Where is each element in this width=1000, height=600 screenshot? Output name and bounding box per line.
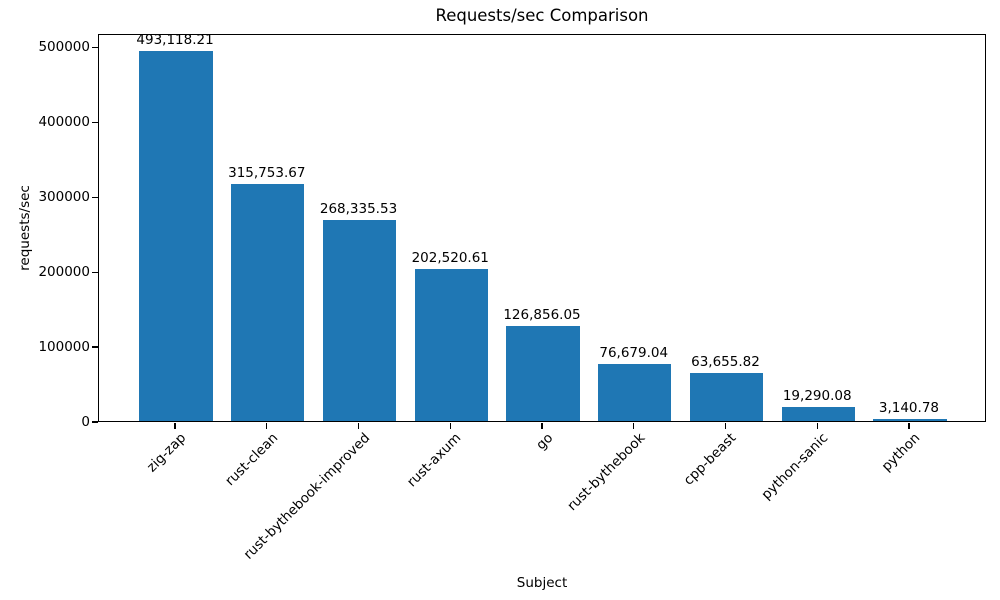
bar-value-label: 202,520.61: [411, 250, 489, 267]
y-axis-tick: [92, 196, 98, 198]
bar-value-label: 493,118.21: [136, 32, 214, 49]
bar-value-label: 63,655.82: [691, 354, 760, 371]
y-tick-label: 100000: [38, 338, 90, 355]
y-axis-tick: [92, 346, 98, 348]
y-axis-tick: [92, 271, 98, 273]
bar-value-label: 126,856.05: [503, 306, 581, 323]
x-axis-tick: [357, 423, 360, 429]
bar-value-label: 19,290.08: [782, 387, 852, 404]
x-axis-tick: [174, 423, 176, 429]
y-axis-tick: [92, 421, 98, 423]
bar-rust-clean: [231, 184, 305, 421]
y-tick-label: 400000: [38, 113, 90, 130]
x-axis-label: Subject: [516, 575, 568, 591]
bar-zig-zap: [139, 51, 213, 421]
x-axis-tick: [724, 423, 727, 429]
bar-rust-bythebook: [598, 363, 672, 421]
bar-python: [873, 418, 947, 421]
y-tick-label: 200000: [38, 263, 90, 280]
y-tick-label: 0: [81, 413, 90, 430]
bar-python-sanic: [781, 406, 855, 421]
bar-rust-axum: [414, 269, 488, 421]
x-axis-tick: [541, 423, 543, 429]
x-axis-tick: [816, 423, 818, 429]
bar-value-label: 268,335.53: [319, 200, 398, 217]
bar-go: [506, 325, 580, 421]
x-axis-tick: [266, 423, 268, 429]
bar-cpp-beast: [689, 373, 764, 421]
y-tick-label: 300000: [38, 188, 90, 205]
y-tick-label: 500000: [38, 38, 90, 55]
y-axis-tick: [92, 121, 98, 123]
x-axis-tick: [633, 423, 635, 429]
bar-value-label: 76,679.04: [599, 344, 669, 361]
chart-title: Requests/sec Comparison: [435, 6, 649, 25]
bar-value-label: 3,140.78: [878, 399, 939, 416]
y-axis-tick: [92, 46, 98, 48]
bar-rust-bythebook-improved: [322, 219, 397, 421]
x-axis-tick: [449, 423, 451, 429]
plot-area: [98, 34, 986, 422]
bar-value-label: 315,753.67: [228, 165, 306, 182]
x-axis-tick: [908, 423, 910, 429]
